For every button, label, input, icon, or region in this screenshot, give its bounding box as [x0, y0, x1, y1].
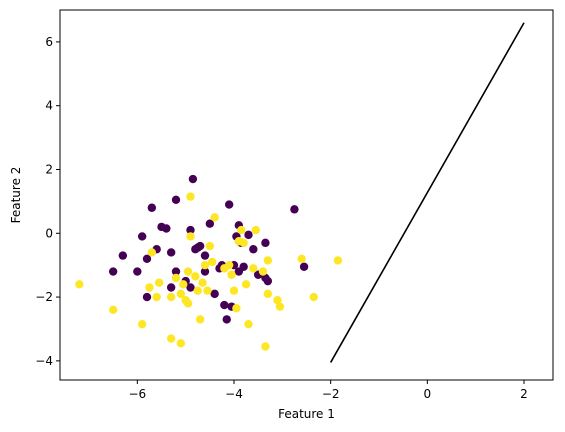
scatter-point	[186, 232, 195, 241]
y-tick-label: 2	[45, 162, 53, 176]
scatter-point	[222, 315, 231, 324]
x-tick-label: −4	[225, 387, 243, 401]
scatter-point	[171, 195, 181, 204]
y-tick-label: 4	[45, 99, 53, 113]
scatter-point	[261, 342, 270, 351]
y-tick-label: 6	[45, 35, 53, 49]
scatter-point	[179, 280, 188, 289]
scatter-point	[200, 267, 210, 276]
scatter-point	[147, 203, 157, 212]
x-axis-label: Feature 1	[278, 407, 335, 421]
scatter-point	[224, 200, 234, 209]
y-axis-label: Feature 2	[9, 167, 23, 224]
scatter-point	[261, 273, 270, 283]
scatter-point	[142, 254, 152, 263]
scatter-point	[224, 260, 234, 270]
scatter-point	[232, 304, 241, 313]
scatter-point	[188, 174, 198, 184]
scatter-point	[183, 267, 193, 276]
scatter-point	[145, 283, 154, 292]
scatter-point	[142, 292, 152, 302]
scatter-point	[198, 278, 207, 287]
points-layer	[75, 174, 343, 351]
scatter-point	[258, 267, 268, 276]
scatter-point	[241, 280, 251, 289]
scatter-point	[210, 213, 219, 222]
scatter-point	[261, 238, 270, 248]
x-tick-label: −2	[322, 387, 340, 401]
scatter-point	[166, 292, 176, 302]
scatter-point	[166, 283, 176, 292]
scatter-point	[273, 296, 282, 305]
scatter-point	[275, 302, 285, 311]
scatter-point	[75, 280, 84, 289]
x-tick-label: 0	[424, 387, 432, 401]
scatter-point	[309, 292, 318, 302]
scatter-point	[186, 192, 195, 201]
scatter-point	[210, 289, 219, 299]
scatter-point	[176, 289, 186, 299]
scatter-point	[263, 289, 273, 299]
scatter-point	[239, 238, 248, 248]
scatter-point	[205, 241, 215, 251]
plot-area	[75, 22, 525, 363]
axes-frame	[59, 9, 554, 381]
scatter-point	[195, 315, 205, 324]
scatter-point	[249, 245, 258, 254]
scatter-point	[195, 241, 205, 251]
scatter-point	[263, 256, 273, 265]
scatter-point	[108, 305, 118, 315]
scatter-point	[154, 278, 164, 287]
decision-boundary-line	[329, 22, 525, 363]
scatter-point	[249, 264, 258, 273]
scatter-point	[166, 248, 176, 257]
scatter-point	[297, 254, 306, 263]
scatter-point	[186, 283, 195, 292]
scatter-point	[229, 286, 239, 295]
scatter-point	[137, 319, 147, 329]
scatter-point	[118, 251, 128, 260]
scatter-point	[171, 273, 181, 283]
scatter-point	[147, 248, 157, 257]
scatter-point	[176, 339, 186, 348]
scatter-point	[299, 262, 309, 271]
scatter-point	[166, 334, 176, 343]
scatter-point	[220, 300, 229, 310]
scatter-point	[290, 205, 299, 214]
scatter-point	[200, 251, 210, 260]
y-tick-label: 0	[45, 226, 53, 240]
y-tick-label: −2	[35, 290, 53, 304]
scatter-point	[193, 286, 202, 295]
scatter-point	[186, 225, 195, 235]
scatter-point	[200, 260, 210, 270]
scatter-point	[108, 267, 118, 276]
scatter-point	[244, 319, 253, 329]
scatter-point	[133, 267, 142, 276]
scatter-point	[237, 225, 246, 235]
scatter-point	[205, 219, 215, 228]
x-tick-label: 2	[520, 387, 528, 401]
scatter-point	[137, 232, 147, 241]
scatter-point	[227, 270, 236, 279]
x-axis-ticks: −6 −4 −2 0 2	[128, 380, 528, 401]
scatter-point	[203, 286, 212, 295]
scatter-point	[208, 257, 217, 267]
y-axis-ticks: −4 −2 0 2 4 6	[35, 35, 60, 368]
scatter-point	[162, 224, 171, 233]
decision-line-layer	[329, 22, 525, 363]
scatter-point	[333, 256, 343, 265]
x-tick-label: −6	[128, 387, 146, 401]
scatter-point	[234, 267, 244, 276]
scatter-point	[244, 230, 253, 240]
scatter-point	[171, 267, 181, 276]
y-tick-label: −4	[35, 354, 53, 368]
scatter-point	[191, 272, 200, 281]
scatter-point	[183, 299, 193, 308]
scatter-point	[152, 292, 161, 302]
scatter-point	[251, 225, 260, 235]
